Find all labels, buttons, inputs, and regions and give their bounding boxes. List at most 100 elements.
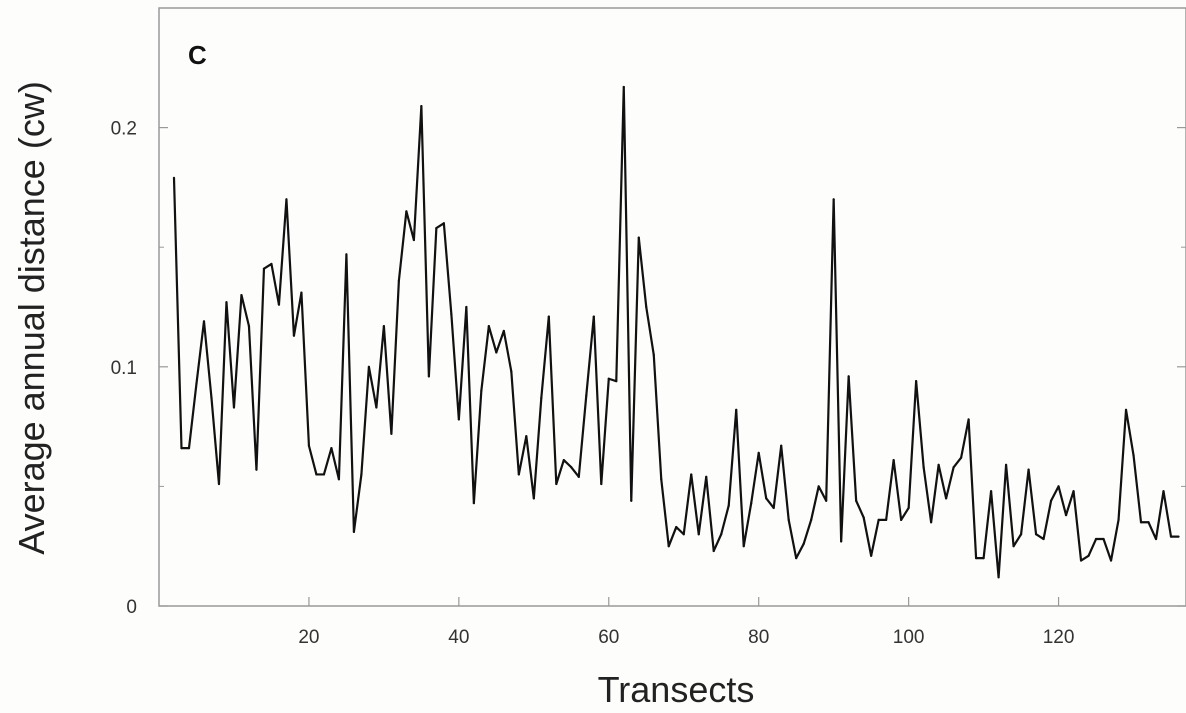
x-axis-ticks — [308, 597, 1060, 606]
data-point — [690, 473, 693, 476]
data-point — [405, 210, 408, 213]
data-point — [525, 435, 528, 438]
data-point — [862, 516, 865, 519]
data-point — [735, 408, 738, 411]
data-point — [1154, 537, 1158, 541]
data-point — [472, 502, 475, 505]
x-tick-label: 100 — [893, 627, 925, 648]
data-point — [1124, 408, 1128, 411]
data-point — [330, 447, 333, 450]
data-point — [1072, 490, 1075, 493]
data-point — [855, 499, 858, 502]
data-point — [285, 198, 288, 201]
data-point — [1057, 485, 1060, 488]
data-point — [1042, 537, 1045, 541]
data-point — [989, 490, 993, 493]
data-point — [952, 466, 955, 469]
data-point — [967, 418, 970, 421]
data-point — [892, 458, 895, 462]
data-point — [915, 380, 918, 383]
data-point — [652, 353, 655, 356]
data-point — [562, 458, 565, 462]
data-point — [547, 315, 550, 318]
data-point — [1027, 468, 1030, 471]
y-tick-label: 0.1 — [111, 358, 137, 379]
data-point — [727, 504, 730, 507]
data-point — [630, 499, 633, 502]
data-point — [1109, 559, 1113, 562]
data-point — [465, 305, 468, 309]
data-point — [555, 482, 558, 486]
y-axis-title: Average annual distance (cw) — [11, 81, 52, 555]
data-point — [847, 375, 850, 378]
data-point — [1012, 545, 1015, 548]
data-point — [480, 389, 483, 392]
data-point — [960, 456, 963, 459]
panel-label: C — [188, 40, 207, 70]
data-point — [187, 447, 191, 450]
data-point — [877, 518, 880, 521]
data-point — [487, 325, 490, 328]
data-point — [1132, 454, 1135, 457]
data-point — [720, 533, 723, 536]
data-point — [697, 533, 700, 536]
data-point — [1117, 518, 1120, 521]
data-point — [840, 540, 843, 543]
data-point — [270, 262, 273, 266]
data-point — [592, 315, 595, 318]
data-point — [682, 533, 685, 536]
data-point — [825, 499, 828, 502]
data-point — [375, 406, 378, 409]
data-point — [1094, 537, 1098, 541]
data-point — [292, 334, 296, 337]
data-point — [262, 267, 266, 270]
data-point — [232, 406, 236, 409]
data-point — [420, 104, 423, 108]
data-point — [600, 482, 603, 486]
data-point — [502, 329, 505, 333]
x-tick-label: 60 — [598, 627, 619, 648]
data-point — [742, 545, 745, 548]
data-point — [660, 478, 663, 481]
data-point — [255, 468, 258, 471]
data-point — [1139, 521, 1143, 524]
data-point — [442, 222, 445, 225]
x-tick-label: 120 — [1043, 627, 1075, 648]
data-point — [1169, 535, 1173, 538]
data-point — [277, 303, 281, 306]
data-point — [885, 518, 888, 521]
data-point — [307, 444, 311, 447]
data-point — [337, 478, 341, 481]
data-point — [540, 396, 543, 399]
data-point — [1004, 463, 1008, 466]
data-point — [615, 380, 618, 383]
data-point — [517, 473, 520, 476]
data-point — [195, 382, 198, 385]
data-point — [412, 238, 415, 242]
data-point — [637, 236, 640, 239]
data-point — [360, 473, 363, 476]
data-point — [675, 525, 678, 529]
x-tick-label: 80 — [748, 627, 769, 648]
data-point — [712, 549, 715, 553]
data-point — [787, 518, 790, 521]
data-point — [240, 293, 243, 297]
data-point — [202, 320, 206, 323]
data-point — [352, 530, 356, 533]
data-point — [907, 506, 910, 510]
data-point — [322, 473, 326, 476]
data-point — [247, 325, 251, 328]
data-point — [772, 506, 775, 510]
data-point — [532, 497, 535, 500]
data-point — [577, 475, 580, 478]
data-point — [765, 497, 768, 500]
data-point — [1177, 535, 1180, 538]
data-point — [570, 466, 573, 469]
data-point — [1087, 554, 1090, 557]
x-axis-tick-labels: 20 40 60 80 100 120 — [298, 627, 1074, 648]
data-point — [997, 576, 1000, 579]
data-point — [1162, 490, 1165, 493]
data-point — [382, 325, 385, 328]
